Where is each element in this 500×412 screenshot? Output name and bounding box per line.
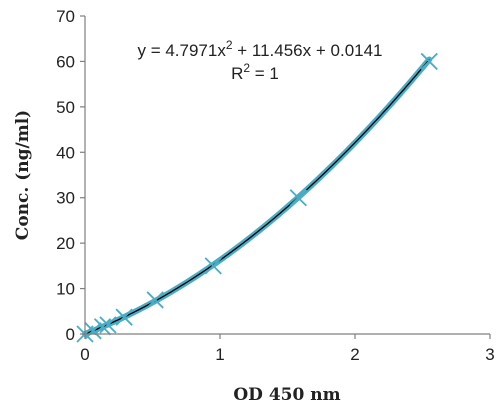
data-point <box>84 322 102 340</box>
y-tick-label: 10 <box>56 280 75 299</box>
y-tick-label: 40 <box>56 143 75 162</box>
r2-suffix: = 1 <box>250 64 279 83</box>
curve-layer <box>82 56 433 337</box>
trendline-equation: y = 4.7971x2 + 11.456x + 0.0141 <box>137 38 382 60</box>
y-tick-label: 60 <box>56 52 75 71</box>
x-tick-label: 2 <box>350 345 359 364</box>
data-point <box>289 189 307 207</box>
r2-exponent: 2 <box>243 61 250 75</box>
equation-exponent: 2 <box>226 38 233 52</box>
data-point <box>99 316 117 334</box>
y-axis-title: Conc. (ng/ml) <box>13 110 33 240</box>
trendline-curve <box>84 59 430 335</box>
marker-layer <box>76 52 438 343</box>
y-tick-label: 30 <box>56 189 75 208</box>
x-tick-label: 3 <box>485 345 494 364</box>
y-tick-label: 50 <box>56 98 75 117</box>
x-tick-label: 1 <box>215 345 224 364</box>
x-tick-label: 0 <box>80 345 89 364</box>
x-ticks: 0 1 2 3 <box>80 334 495 364</box>
equation-prefix: y = 4.7971x <box>137 41 226 60</box>
data-point <box>93 318 112 336</box>
x-axis-title: OD 450 nm <box>233 385 340 405</box>
data-point <box>146 291 164 309</box>
r-squared-label: R2 = 1 <box>231 61 279 83</box>
y-tick-label: 70 <box>56 7 75 26</box>
equation-suffix: + 11.456x + 0.0141 <box>233 41 383 60</box>
data-point <box>420 52 438 71</box>
data-point <box>115 308 133 326</box>
y-tick-label: 20 <box>56 234 75 253</box>
r2-prefix: R <box>231 64 243 83</box>
series-line <box>82 56 433 337</box>
y-ticks: 0 10 20 30 40 50 60 70 <box>56 7 85 344</box>
data-point <box>204 257 222 275</box>
y-tick-label: 0 <box>66 325 75 344</box>
